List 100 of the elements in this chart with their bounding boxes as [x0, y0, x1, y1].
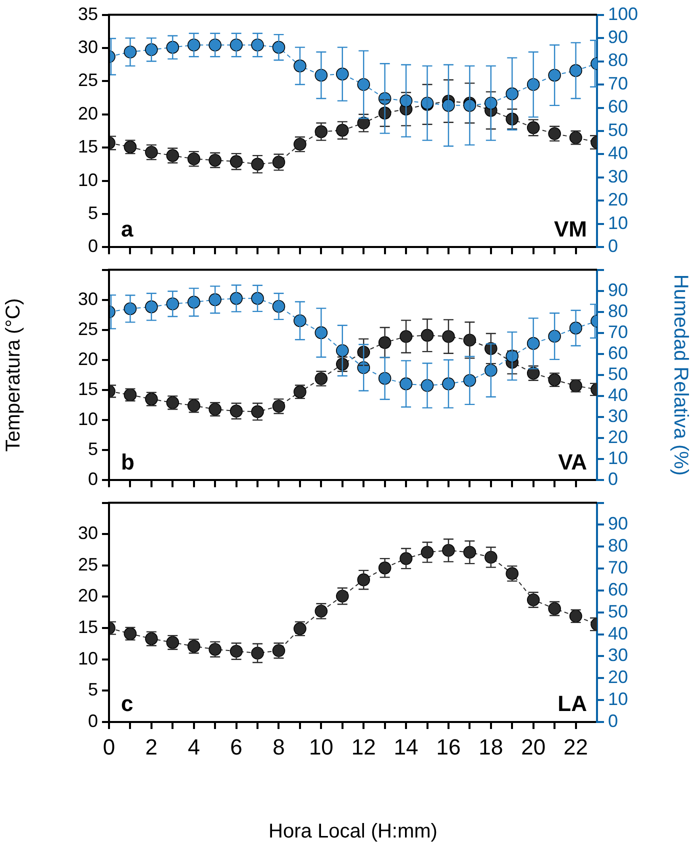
point: [208, 293, 222, 306]
point: [357, 573, 370, 586]
point: [336, 124, 349, 137]
y2-tick-label: 50: [608, 120, 628, 140]
y2-tick-label: 0: [608, 469, 618, 490]
annotation: VA: [558, 449, 588, 474]
y-tick-label: 5: [88, 202, 98, 223]
point: [484, 550, 498, 564]
point: [187, 38, 200, 52]
y2-tick-label: 80: [608, 536, 628, 556]
y-tick-label: 15: [78, 136, 98, 157]
y2-tick-label: 20: [608, 667, 628, 688]
y-tick-label: 25: [78, 554, 98, 574]
y2-tick-label: 70: [608, 73, 628, 94]
point: [336, 68, 349, 80]
y-tick-label: 0: [88, 469, 98, 490]
point: [484, 364, 498, 377]
y2-tick-label: 50: [608, 601, 628, 622]
y2-tick-label: 90: [608, 514, 628, 534]
y2-tick-label: 10: [608, 448, 628, 468]
x-tick-label: 16: [436, 734, 461, 760]
point: [400, 377, 412, 390]
point: [442, 544, 455, 557]
y2-tick-label: 90: [608, 280, 628, 300]
y-tick-label: 15: [78, 617, 98, 638]
y2-tick-label: 30: [608, 406, 628, 426]
y-tick-label: 5: [88, 680, 98, 700]
y2-tick-label: 30: [608, 166, 628, 186]
y2-tick-label: 50: [608, 364, 628, 384]
y2-axis-title: Humedad Relativa (%): [669, 274, 692, 476]
point: [187, 296, 200, 309]
x-tick-label: 8: [272, 734, 285, 760]
point: [208, 38, 222, 52]
annotation: b: [121, 449, 134, 474]
y-tick-label: 0: [88, 236, 98, 256]
point: [294, 314, 306, 328]
x-axis-title: Hora Local (H:mm): [268, 820, 438, 843]
x-tick-label: 4: [188, 734, 200, 760]
y-tick-label: 20: [78, 586, 98, 606]
y-tick-label: 30: [78, 288, 98, 309]
y-tick-label: 10: [78, 648, 98, 668]
y2-tick-label: 20: [608, 190, 628, 210]
point: [357, 78, 370, 91]
y-tick-label: 10: [78, 170, 98, 190]
point: [251, 158, 264, 171]
point: [251, 405, 264, 418]
y2-tick-label: 60: [608, 342, 628, 363]
y2-tick-label: 60: [608, 96, 628, 117]
annotation: a: [121, 216, 134, 242]
point: [442, 377, 455, 390]
y2-tick-label: 40: [608, 143, 628, 164]
y2-tick-label: 40: [608, 623, 628, 644]
point: [548, 68, 561, 82]
annotation: VM: [554, 216, 587, 242]
annotation: c: [121, 691, 134, 716]
x-tick-label: 18: [478, 734, 504, 760]
y-tick-label: 0: [88, 710, 98, 731]
y-tick-label: 20: [78, 103, 98, 124]
y-tick-label: 30: [78, 523, 98, 544]
x-tick-label: 12: [351, 734, 376, 760]
y-tick-label: 15: [78, 378, 98, 399]
point: [506, 87, 519, 100]
y2-tick-label: 20: [608, 427, 628, 448]
y2-tick-label: 0: [608, 236, 618, 256]
point: [145, 300, 158, 314]
y-tick-label: 35: [78, 4, 98, 24]
y-tick-label: 25: [78, 318, 98, 339]
point: [145, 43, 158, 56]
y2-tick-label: 10: [608, 689, 628, 710]
point: [548, 330, 561, 343]
point: [294, 60, 306, 72]
x-tick-label: 6: [230, 734, 242, 760]
point: [251, 292, 264, 305]
y2-tick-label: 30: [608, 645, 628, 666]
y-tick-label: 10: [78, 409, 98, 430]
y-tick-label: 5: [88, 439, 98, 460]
annotation: LA: [558, 691, 588, 716]
x-tick-label: 10: [308, 734, 334, 760]
x-tick-label: 2: [145, 734, 158, 760]
y2-tick-label: 100: [608, 4, 638, 24]
point: [484, 96, 498, 110]
point: [400, 552, 412, 565]
y-tick-label: 25: [78, 70, 98, 90]
y2-tick-label: 80: [608, 50, 628, 70]
x-tick-label: 20: [521, 734, 546, 760]
y2-tick-label: 90: [608, 27, 628, 48]
point: [251, 38, 264, 52]
y2-tick-label: 60: [608, 579, 628, 600]
y2-tick-label: 70: [608, 558, 628, 578]
point: [442, 99, 455, 112]
point: [251, 646, 264, 660]
x-tick-label: 14: [394, 734, 418, 760]
y-axis-title: Temperatura (°C): [2, 298, 25, 452]
y2-tick-label: 40: [608, 385, 628, 406]
y2-tick-label: 80: [608, 300, 628, 321]
point: [400, 330, 412, 343]
y2-tick-label: 10: [608, 212, 628, 233]
y2-tick-label: 0: [608, 710, 618, 731]
point: [400, 94, 412, 108]
y2-tick-label: 70: [608, 322, 628, 342]
